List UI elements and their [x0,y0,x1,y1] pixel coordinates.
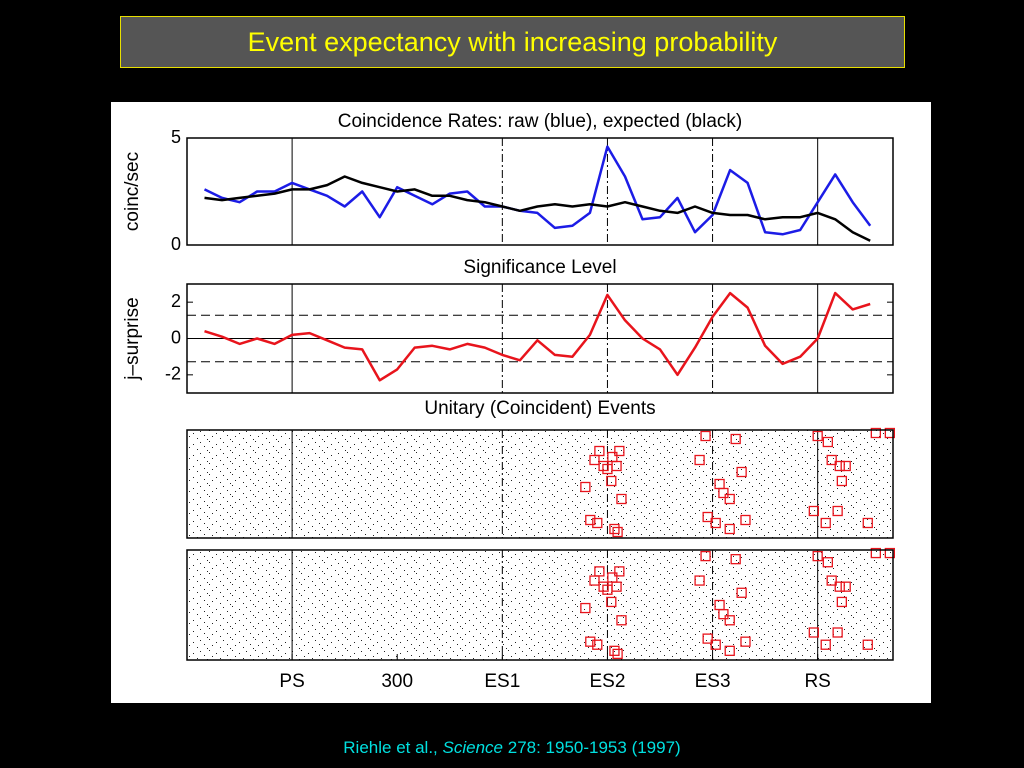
unitary-event [840,460,851,472]
unitary-event [580,602,591,614]
unitary-event [609,523,620,535]
unitary-event [718,609,729,620]
unitary-event [840,581,851,592]
x-tick-label: 300 [381,671,413,692]
unitary-event [870,427,881,439]
unitary-event [740,514,751,526]
unitary-event [710,639,721,650]
unitary-event [616,493,627,505]
y-tick-label: -2 [165,364,181,384]
y-axis-label: coinc/sec [122,152,143,231]
unitary-event [612,526,623,538]
unitary-event [594,566,605,577]
x-tick-label: ES2 [589,671,625,692]
chart-title: Unitary (Coincident) Events [424,398,655,419]
unitary-event [580,481,591,493]
unitary-event [862,517,873,529]
y-axis-label: j–surprise [122,297,143,380]
unitary-event [592,517,603,529]
unitary-event [724,493,735,505]
unitary-event [884,547,895,559]
x-tick-label: RS [804,671,830,692]
unitary-event [834,460,845,472]
unitary-event [718,487,729,499]
unitary-event [832,505,843,517]
figure: Coincidence Rates: raw (blue), expected … [111,102,931,703]
unitary-event [836,475,847,487]
unitary-event [836,596,847,608]
series-line [204,175,871,242]
unitary-event [736,587,747,598]
x-tick-label: ES3 [695,671,731,692]
raster-background [187,550,893,660]
unitary-event [612,648,623,660]
plot-frame [186,137,894,246]
unitary-event [700,430,711,442]
unitary-event [702,511,713,523]
y-tick-label: 2 [171,291,181,311]
plot-frame [186,283,894,394]
x-tick-label: ES1 [484,671,520,692]
unitary-event [616,615,627,626]
citation: Riehle et al., Science 278: 1950-1953 (1… [0,738,1024,758]
unitary-event [822,436,833,448]
unitary-event [730,433,741,445]
citation-journal: Science [442,738,503,757]
unitary-event [724,645,735,656]
unitary-event [614,566,625,577]
unitary-event [736,466,747,478]
unitary-event [724,615,735,626]
series-line [203,145,872,236]
unitary-event [606,475,617,487]
x-tick-label: PS [279,671,304,692]
plot-frame [186,549,894,661]
unitary-event [820,517,831,529]
unitary-event [826,454,837,466]
unitary-event [606,596,617,608]
unitary-event [808,505,819,517]
raster-background [187,430,893,538]
unitary-event [702,633,713,644]
unitary-event [730,554,741,565]
unitary-event [724,523,735,535]
unitary-event [884,427,895,439]
unitary-event [594,445,605,457]
unitary-event [694,575,705,586]
series-line [204,291,871,382]
unitary-event [609,645,620,656]
unitary-event [826,575,837,586]
unitary-event [822,557,833,568]
chart-title: Coincidence Rates: raw (blue), expected … [338,111,742,132]
chart-title: Significance Level [463,257,616,278]
unitary-event [614,445,625,457]
unitary-event [585,636,596,647]
unitary-event [812,550,823,562]
unitary-event [740,636,751,647]
unitary-event [832,627,843,638]
unitary-event [700,550,711,562]
unitary-event [808,627,819,638]
plot-frame [186,429,894,539]
slide-title: Event expectancy with increasing probabi… [120,16,905,68]
unitary-event [585,514,596,526]
unitary-event [862,639,873,650]
unitary-event [592,639,603,650]
unitary-event [812,430,823,442]
citation-rest: 278: 1950-1953 (1997) [507,738,681,757]
unitary-event [834,581,845,592]
unitary-event [710,517,721,529]
unitary-event [611,460,622,472]
citation-authors: Riehle et al., [343,738,438,757]
unitary-event [820,639,831,650]
y-tick-label: 0 [171,234,181,254]
unitary-event [611,581,622,592]
y-tick-label: 0 [171,327,181,347]
unitary-event [694,454,705,466]
unitary-event [870,547,881,559]
y-tick-label: 5 [171,127,181,147]
